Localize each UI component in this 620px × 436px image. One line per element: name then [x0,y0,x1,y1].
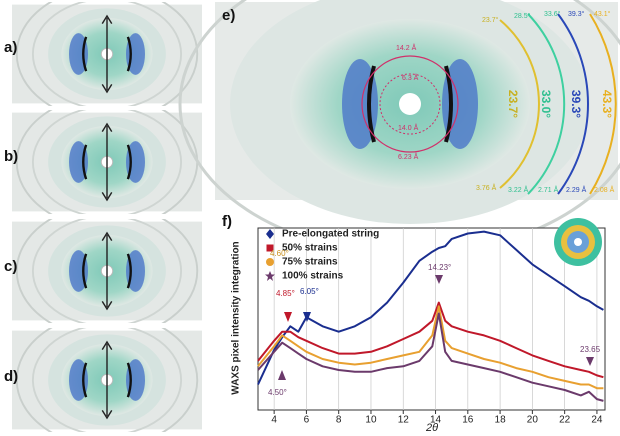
arrow [278,370,286,380]
legend-marker [266,244,274,252]
series-line [257,301,604,379]
annotation: 28.5° [514,12,531,20]
panel-label: b) [4,148,18,165]
legend-marker [265,271,275,281]
annotation: 4.60° [270,249,289,258]
annotation: 6.3 Å [402,73,419,82]
series-line [257,312,604,402]
panel-label: f) [222,213,232,230]
annotation: 6.05° [300,287,319,296]
legend-label: Pre-elongated string [282,229,379,240]
annotation: 3.76 Å [476,183,497,192]
x-tick-label: 6 [304,415,310,426]
annotation: 33.0° [539,90,553,118]
series-line [257,230,604,385]
annotation: 39.3° [568,10,585,18]
arrow [435,275,443,284]
series-line [257,305,604,390]
annotation: 4.85° [276,289,295,298]
plot-area: 4 6 8 10 12 14 16 18 20 22 24 Pre-elongated string 5… [257,227,606,426]
x-tick-label: 10 [365,415,377,426]
annotation: 23.65 [580,345,601,354]
annotation: 14.0 Å [398,123,419,132]
annotation: 6.23 Å [398,152,419,161]
x-tick-label: 20 [527,415,539,426]
x-axis-label: 2θ [425,422,438,434]
x-tick-label: 14 [430,415,442,426]
annotation: 2.29 Å [566,185,587,194]
annotation: 2.71 Å [538,185,559,194]
arrow [303,312,311,322]
panel-e: e) 14.2 Å 6.3 Å 14.0 Å 6.23 Å 23.7° 33.0… [178,0,620,256]
plot-background [257,227,606,411]
annotation: 14.2 Å [396,43,417,52]
x-tick-label: 22 [559,415,571,426]
panel-c: c) [4,219,202,323]
x-tick-label: 8 [336,415,342,426]
annotation: 23.7° [506,90,520,118]
x-tick-label: 4 [271,415,277,426]
x-tick-label: 18 [495,415,507,426]
panel-label: a) [4,39,17,56]
y-axis-label: WAXS pixel intensity integration [231,241,242,394]
panel-a: a) [4,2,202,106]
legend-marker [266,258,274,266]
annotation: 2.08 Å [594,185,615,194]
panel-b: b) [4,110,202,214]
legend-label: 75% strains [282,257,338,268]
x-tick-label: 16 [462,415,474,426]
annotation: 39.3° [569,90,583,118]
x-tick-label: 12 [398,415,410,426]
annotation: 23.7° [482,16,499,24]
annotation: 43.3° [600,90,614,118]
legend-marker [266,229,274,239]
legend-label: 50% strains [282,243,338,254]
annotation: 43.1° [594,10,611,18]
arrow [284,312,292,322]
annotation: 33.6° [544,10,561,18]
annotation: 3.22 Å [508,185,529,194]
panel-label: e) [222,7,235,24]
legend-label: 100% strains [282,271,344,282]
inset [554,218,602,266]
panel-label: c) [4,258,17,275]
panel-label: d) [4,368,18,385]
arrow [586,357,594,366]
annotation: 4.50° [268,388,287,397]
annotation: 14.23° [428,263,451,272]
x-tick-label: 24 [591,415,603,426]
panel-d: d) [4,328,202,432]
panel-f: 4 6 8 10 12 14 16 18 20 22 24 Pre-elongated string 5… [222,213,606,434]
